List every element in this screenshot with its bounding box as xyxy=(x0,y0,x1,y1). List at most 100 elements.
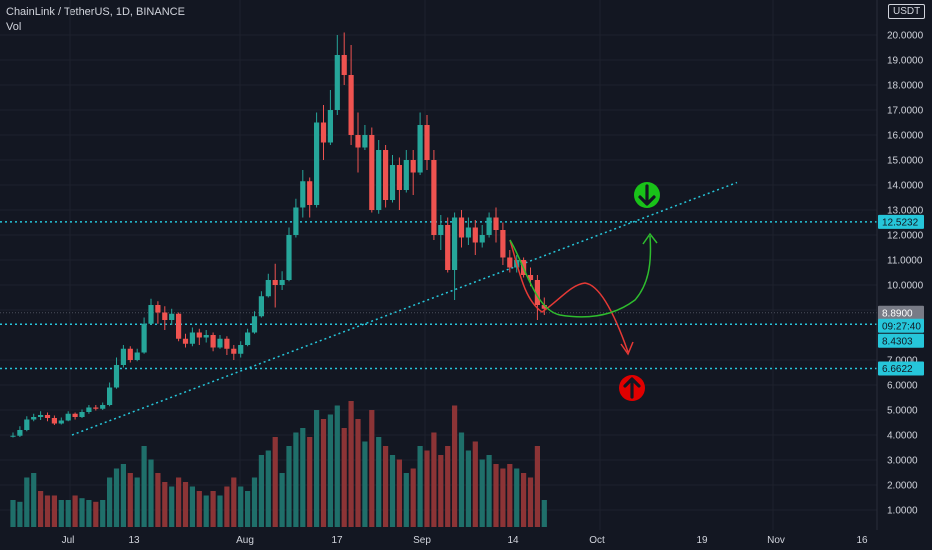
volume-bar xyxy=(500,468,506,527)
volume-bar xyxy=(93,501,99,527)
price-tick-label: 7.0000 xyxy=(887,356,918,367)
candle-body xyxy=(189,332,195,344)
volume-bar xyxy=(403,473,409,527)
volume-bar xyxy=(210,491,216,527)
candle-body xyxy=(176,313,182,339)
volume-bar xyxy=(86,500,92,527)
volume-bar xyxy=(445,446,451,527)
volume-bar xyxy=(472,441,478,527)
candle-body xyxy=(293,207,299,235)
volume-bar xyxy=(314,410,320,527)
candle-body xyxy=(258,296,264,317)
volume-bar xyxy=(355,419,361,527)
candle-body xyxy=(141,323,147,353)
arrowhead-down-red xyxy=(620,341,634,356)
volume-bar xyxy=(438,455,444,527)
volume-bar xyxy=(141,446,147,527)
currency-badge[interactable]: USDT xyxy=(888,4,926,19)
price-tag-box xyxy=(878,333,924,348)
time-tick-label: 13 xyxy=(128,535,140,546)
candle-body xyxy=(265,280,271,297)
volume-bar xyxy=(383,446,389,527)
volume-bar xyxy=(369,410,375,527)
price-tag-label: 6.6622 xyxy=(882,364,913,375)
volume-bar xyxy=(100,500,106,527)
volume-bar xyxy=(176,477,182,527)
candle-body xyxy=(224,338,230,349)
volume-bar xyxy=(479,459,485,527)
volume-bar xyxy=(224,486,230,527)
candle-body xyxy=(113,365,120,388)
volume-bar xyxy=(231,477,237,527)
candle-body xyxy=(72,413,78,417)
time-tick-label: Jul xyxy=(62,535,75,546)
candle-body xyxy=(120,348,126,365)
price-tag-label: 8.8900 xyxy=(882,308,913,319)
volume-bar xyxy=(258,455,264,527)
volume-bar xyxy=(417,446,423,527)
candle-body xyxy=(320,122,327,143)
candle-body xyxy=(182,338,189,344)
volume-bar xyxy=(431,432,437,527)
candle-body xyxy=(217,338,223,348)
candle-body xyxy=(58,420,64,424)
volume-bar xyxy=(31,473,37,527)
volume-indicator-label[interactable]: Vol xyxy=(6,21,22,33)
price-tag-box xyxy=(878,305,924,320)
price-tick-label: 1.0000 xyxy=(887,506,918,517)
volume-bar xyxy=(286,446,292,527)
candle-body xyxy=(31,417,37,420)
candle-body xyxy=(500,230,506,258)
red-up-arrow-icon xyxy=(619,375,645,401)
volume-bar xyxy=(155,473,161,527)
volume-bar xyxy=(113,468,120,527)
candle-body xyxy=(452,217,458,270)
candle-body xyxy=(410,160,416,173)
price-tick-label: 6.0000 xyxy=(887,381,918,392)
volume-bar xyxy=(493,464,499,527)
candle-body xyxy=(417,125,423,173)
volume-bar xyxy=(272,437,278,527)
candle-body xyxy=(148,305,154,324)
volume-bar xyxy=(217,495,223,527)
candle-body xyxy=(458,217,465,238)
chart-symbol-title[interactable]: ChainLink / TetherUS, 1D, BINANCE xyxy=(6,6,185,18)
candle-body xyxy=(203,335,209,338)
candle-body xyxy=(445,225,451,270)
candle-body xyxy=(493,217,499,230)
price-tick-label: 12.0000 xyxy=(887,231,924,242)
grid-lines xyxy=(0,0,877,530)
volume-bar xyxy=(58,500,64,527)
time-tick-label: 16 xyxy=(856,535,868,546)
horizontal-levels xyxy=(0,221,877,370)
price-tick-label: 10.0000 xyxy=(887,281,924,292)
price-tick-label: 13.0000 xyxy=(887,206,924,217)
volume-bar xyxy=(320,419,327,527)
candle-body xyxy=(431,160,437,235)
candle-body xyxy=(314,122,320,205)
candle-body xyxy=(65,413,71,421)
candle-body xyxy=(486,217,492,235)
volume-bar xyxy=(452,405,458,527)
price-tick-label: 2.0000 xyxy=(887,481,918,492)
time-tick-label: Oct xyxy=(589,535,605,546)
candle-body xyxy=(541,305,547,309)
volume-bar xyxy=(51,495,57,527)
candle-body xyxy=(210,335,216,348)
candle-body xyxy=(424,125,430,160)
price-tags: 12.5232 8.8900 09:27:40 8.4303 6.6622 xyxy=(878,214,924,376)
candle-body xyxy=(107,387,113,405)
volume-bar xyxy=(341,428,347,527)
volume-bar xyxy=(279,473,285,527)
time-tick-label: Nov xyxy=(767,535,785,546)
candle-body xyxy=(10,435,16,437)
candle-body xyxy=(24,419,30,430)
candle-body xyxy=(327,110,333,143)
volume-bar xyxy=(72,495,78,527)
volume-bar xyxy=(169,486,175,527)
price-tag-box xyxy=(878,214,924,229)
volume-bar xyxy=(10,500,16,527)
trendline xyxy=(71,181,738,436)
time-tick-label: Sep xyxy=(413,535,431,546)
